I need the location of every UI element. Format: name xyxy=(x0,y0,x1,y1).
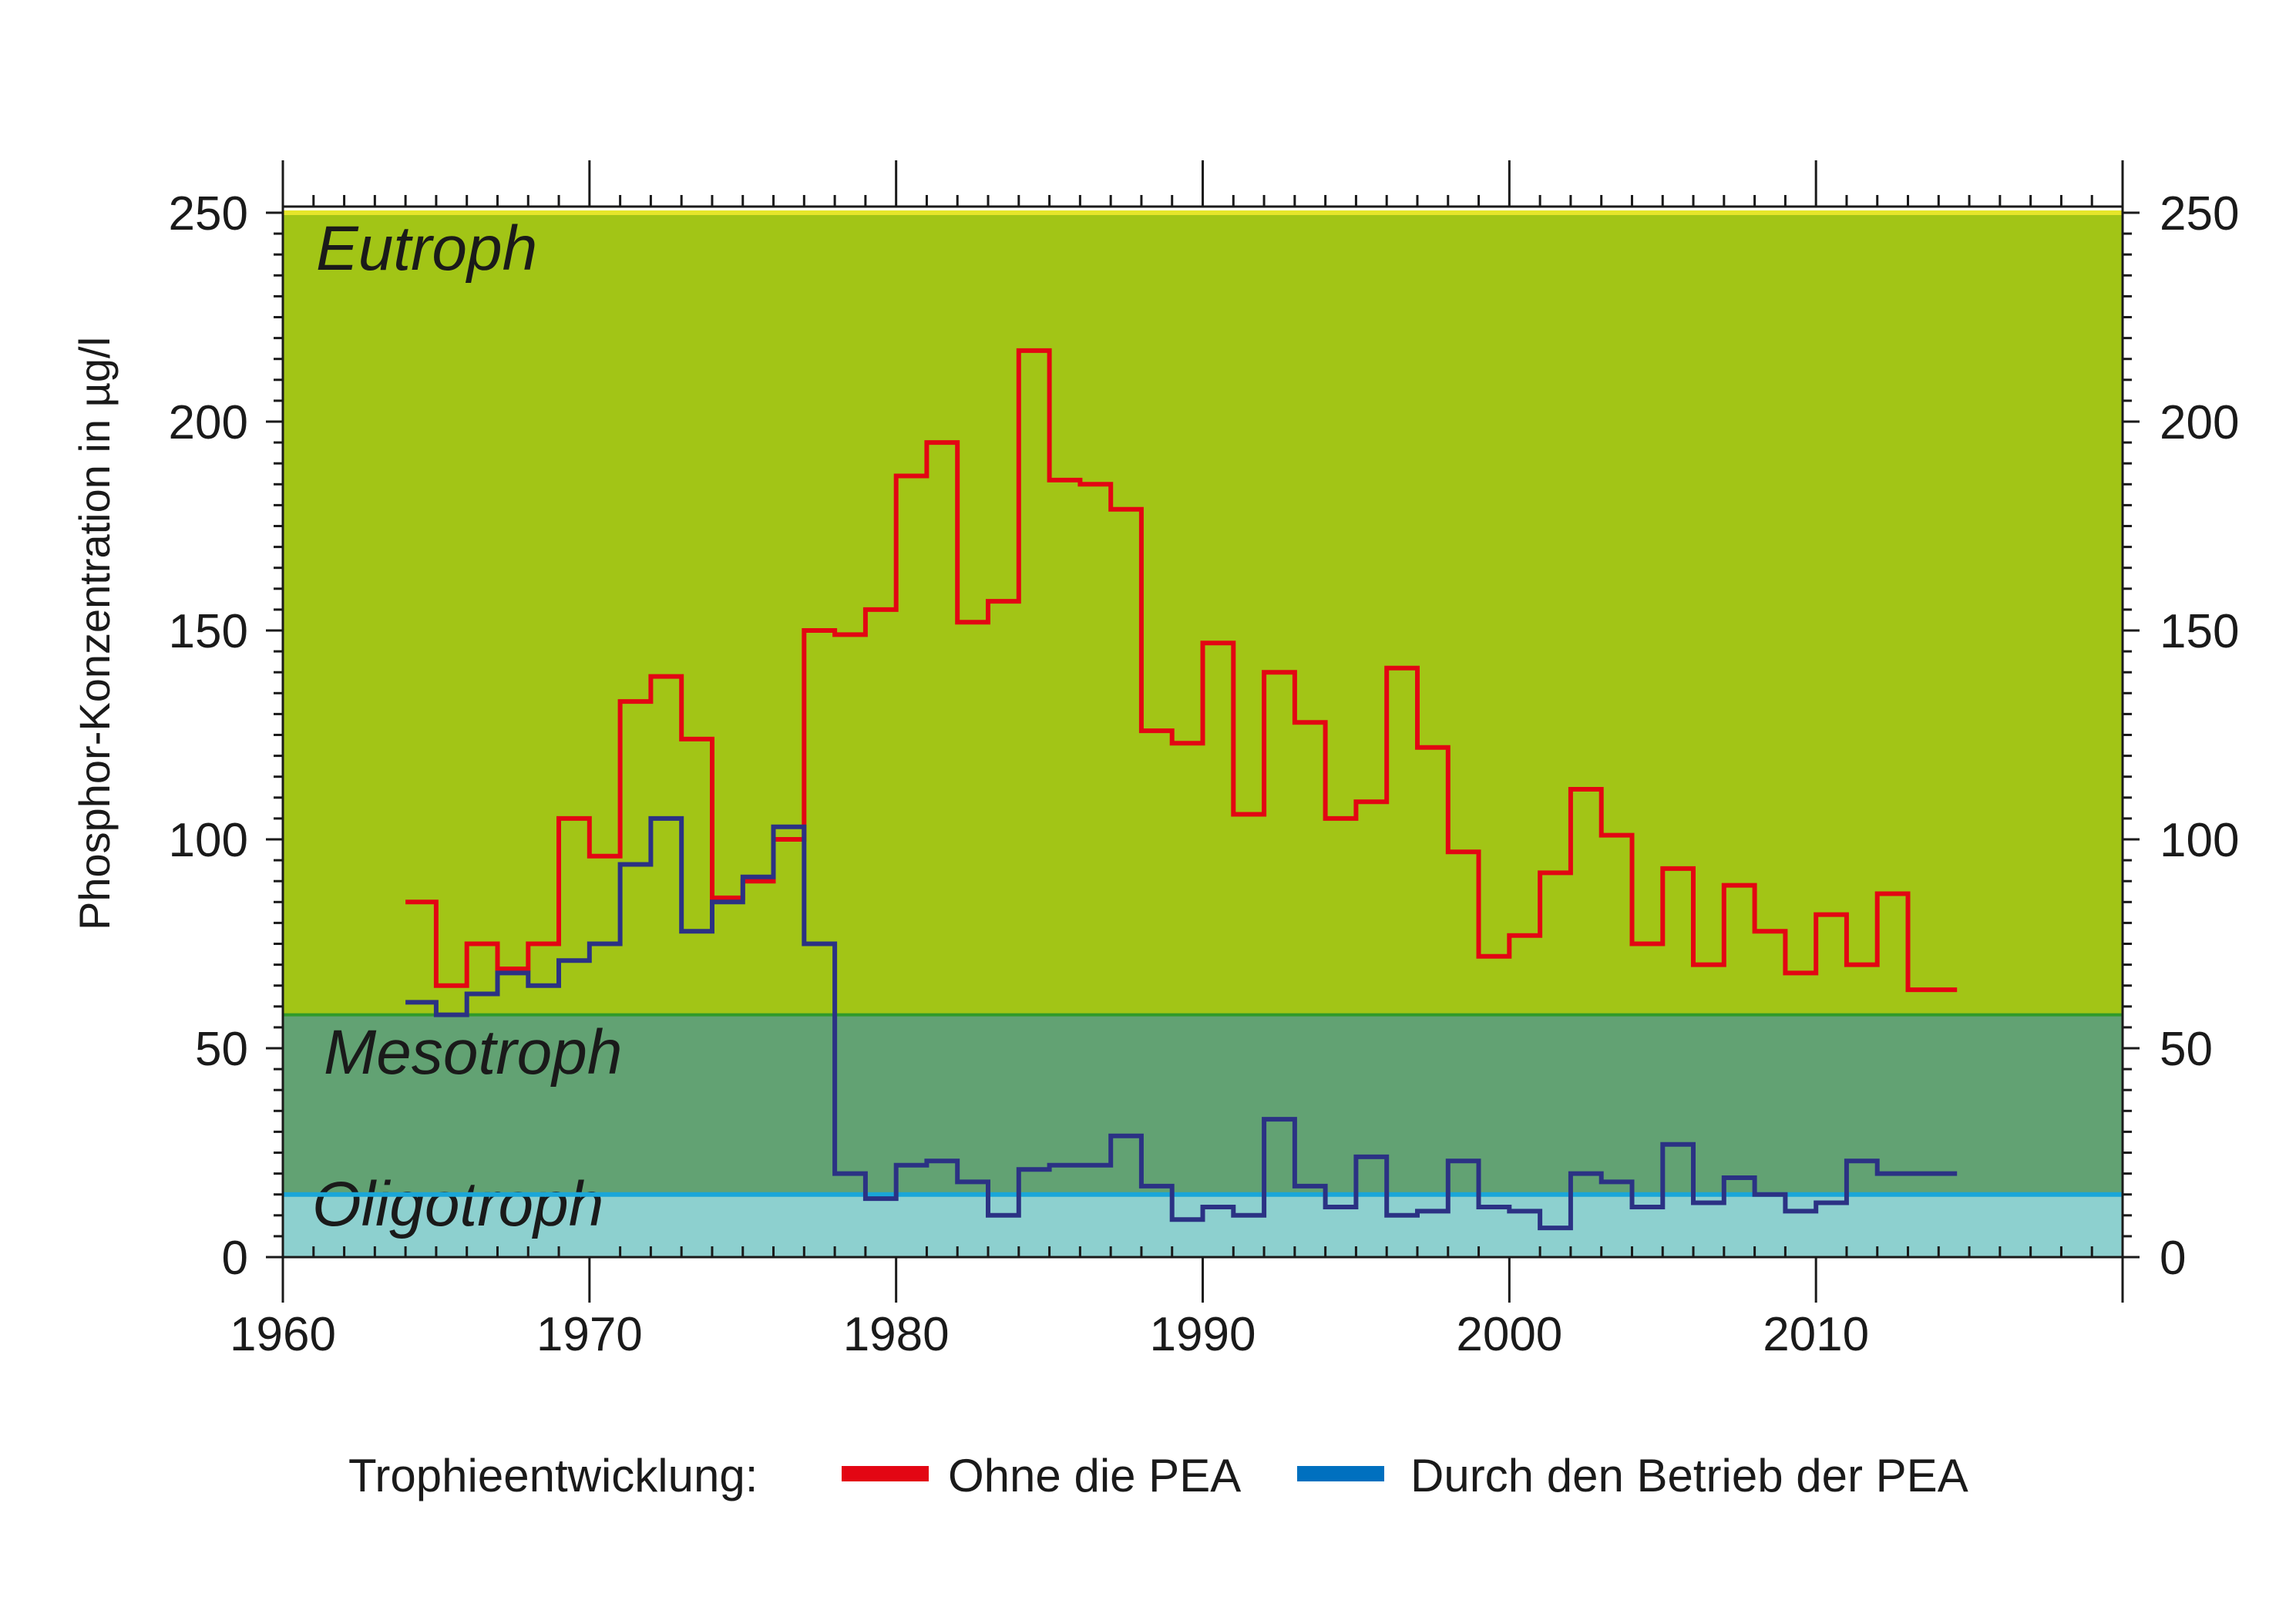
zone-label-mesotroph: Mesotroph xyxy=(324,1017,622,1088)
y-tick-label-left: 200 xyxy=(169,396,248,449)
y-tick-label-right: 150 xyxy=(2160,605,2239,658)
zone-label-eutroph: Eutroph xyxy=(316,214,537,284)
y-tick-label-left: 50 xyxy=(195,1023,248,1076)
y-tick-label-left: 100 xyxy=(169,814,248,867)
y-axis-label: Phosphor-Konzentration in µg/l xyxy=(70,337,119,930)
x-tick-label: 1980 xyxy=(843,1308,950,1361)
x-tick-label: 1960 xyxy=(230,1308,336,1361)
y-tick-label-left: 250 xyxy=(169,187,248,240)
y-tick-label-right: 100 xyxy=(2160,814,2239,867)
trophic-zones: Eutroph Mesotroph Oligotroph xyxy=(283,210,2123,1257)
x-tick-label: 2010 xyxy=(1763,1308,1869,1361)
y-tick-label-left: 0 xyxy=(222,1232,248,1285)
series-line-ohne-pea xyxy=(405,348,1958,993)
series-line-mit-pea xyxy=(405,815,1958,1231)
x-tick-label: 2000 xyxy=(1456,1308,1562,1361)
x-tick-label: 1990 xyxy=(1150,1308,1256,1361)
x-tick-label: 1970 xyxy=(536,1308,643,1361)
zone-label-oligotroph: Oligotroph xyxy=(312,1169,603,1239)
data-series xyxy=(405,348,1958,1231)
legend-title: Trophieentwicklung: xyxy=(348,1450,758,1501)
legend: Trophieentwicklung: Ohne die PEA Durch d… xyxy=(348,1450,1968,1501)
y-tick-label-right: 50 xyxy=(2160,1023,2213,1076)
y-tick-label-right: 200 xyxy=(2160,396,2239,449)
y-tick-label-left: 150 xyxy=(169,605,248,658)
zone-mesotroph xyxy=(283,1014,2123,1195)
axes: 0 0 50 50 100 100 150 150 200 200 250 250 1960 1970 19… xyxy=(169,160,2239,1361)
y-tick-label-right: 0 xyxy=(2160,1232,2186,1285)
legend-label-pea: Durch den Betrieb der PEA xyxy=(1410,1450,1968,1501)
legend-label-ohne: Ohne die PEA xyxy=(948,1450,1241,1501)
zone-eutroph xyxy=(283,213,2123,1015)
y-tick-label-right: 250 xyxy=(2160,187,2239,240)
